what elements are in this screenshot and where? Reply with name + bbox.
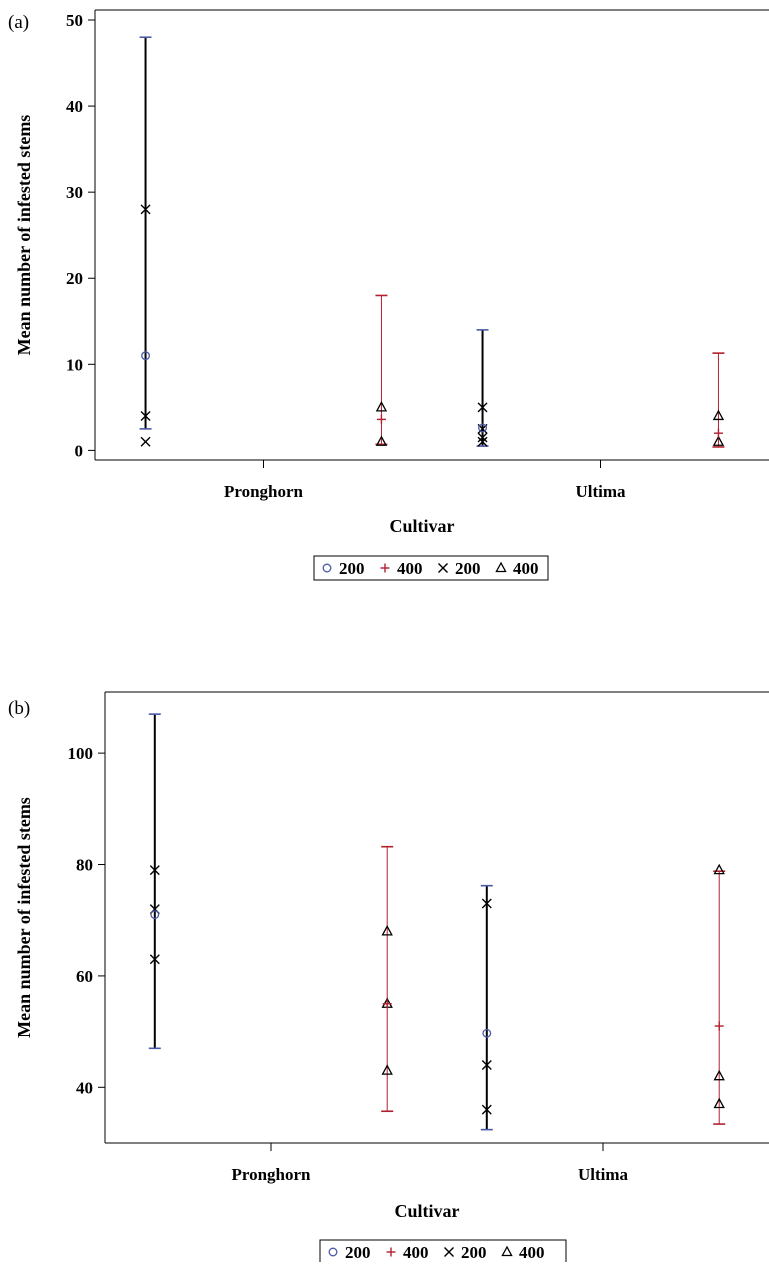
x-tick-label: Pronghorn [224, 482, 304, 501]
panel-label: (a) [8, 12, 29, 33]
mean-marker-plus [713, 428, 723, 438]
chart-panel-b: (b) 40 60 80 100 Pronghorn Ultima Cultivar Mean … [8, 691, 769, 1265]
mean-marker-circle [482, 1028, 492, 1038]
legend-label: 400 [403, 1243, 429, 1262]
y-axis-title: Mean number of infested stems [14, 797, 34, 1038]
mean-marker-circle [478, 423, 487, 433]
legend-label: 200 [455, 559, 481, 578]
mean-marker-plus [714, 1021, 724, 1031]
legend-marker-x [438, 563, 448, 573]
y-axis-title: Mean number of infested stems [14, 115, 34, 356]
y-tick-label: 10 [66, 355, 83, 374]
data-point-triangle [375, 400, 388, 412]
data-point-x [149, 954, 160, 965]
y-tick-label: 40 [66, 97, 83, 116]
data-point-triangle [381, 1064, 393, 1075]
legend-label: 200 [461, 1243, 487, 1262]
panel-label: (b) [8, 698, 30, 719]
legend-label: 200 [345, 1243, 371, 1262]
mean-marker-circle [150, 910, 160, 920]
y-tick-label: 40 [76, 1078, 93, 1097]
data-point-x [477, 436, 488, 447]
error-bar-group [713, 863, 726, 1125]
x-axis-title: Cultivar [390, 516, 455, 536]
y-tick-label: 80 [76, 856, 93, 875]
legend: 200 400 200 400 [313, 555, 549, 581]
legend-marker-circle [328, 1247, 338, 1257]
error-bar-group [148, 713, 161, 1050]
data-point-triangle [713, 1097, 725, 1109]
y-tick-label: 0 [75, 441, 84, 460]
error-bar-group [375, 294, 388, 446]
data-point-triangle [375, 435, 388, 446]
y-tick-label: 30 [66, 183, 83, 202]
chart-panel-a: (a) 0 10 20 30 40 50 Pronghorn Ultima Cultivar Mea… [8, 9, 769, 581]
legend-marker-triangle [495, 561, 507, 573]
data-point-triangle [713, 863, 725, 875]
legend-label: 200 [339, 559, 365, 578]
data-point-x [140, 204, 151, 215]
legend-marker-circle [322, 563, 332, 573]
y-tick-label: 50 [66, 11, 83, 30]
legend-label: 400 [513, 559, 539, 578]
error-bar-group [480, 884, 493, 1131]
legend-marker-plus [386, 1247, 396, 1257]
y-tick-label: 20 [66, 269, 83, 288]
legend-box [313, 555, 549, 581]
y-tick-label: 60 [76, 967, 93, 986]
data-point-triangle [381, 924, 393, 936]
x-axis-title: Cultivar [395, 1201, 460, 1221]
data-point-x [140, 410, 151, 421]
legend-marker-triangle [501, 1245, 513, 1257]
x-tick-label: Ultima [575, 482, 626, 501]
mean-marker-plus [382, 999, 392, 1009]
mean-marker-plus [376, 414, 386, 424]
legend-label: 400 [397, 559, 423, 578]
x-tick-label: Pronghorn [231, 1165, 311, 1184]
legend: 200 400 200 400 [319, 1239, 567, 1265]
data-point-x [481, 1104, 492, 1115]
x-tick-label: Ultima [578, 1165, 629, 1184]
error-bar-group [139, 36, 152, 447]
data-point-x [149, 865, 160, 876]
data-point-triangle [712, 435, 725, 446]
data-point-x [477, 402, 488, 413]
data-point-x [140, 436, 151, 447]
legend-label: 400 [519, 1243, 545, 1262]
error-bar-group [381, 845, 394, 1113]
y-tick-label: 100 [68, 744, 94, 763]
legend-marker-plus [380, 563, 390, 573]
data-point-x [481, 898, 492, 909]
data-point-x [477, 432, 488, 443]
error-bar-group [476, 329, 489, 447]
data-point-x [481, 1060, 492, 1071]
legend-marker-x [444, 1247, 454, 1257]
mean-marker-circle [141, 351, 150, 361]
data-point-triangle [713, 1069, 725, 1081]
data-point-triangle [712, 409, 725, 421]
error-bar-group [712, 352, 725, 448]
